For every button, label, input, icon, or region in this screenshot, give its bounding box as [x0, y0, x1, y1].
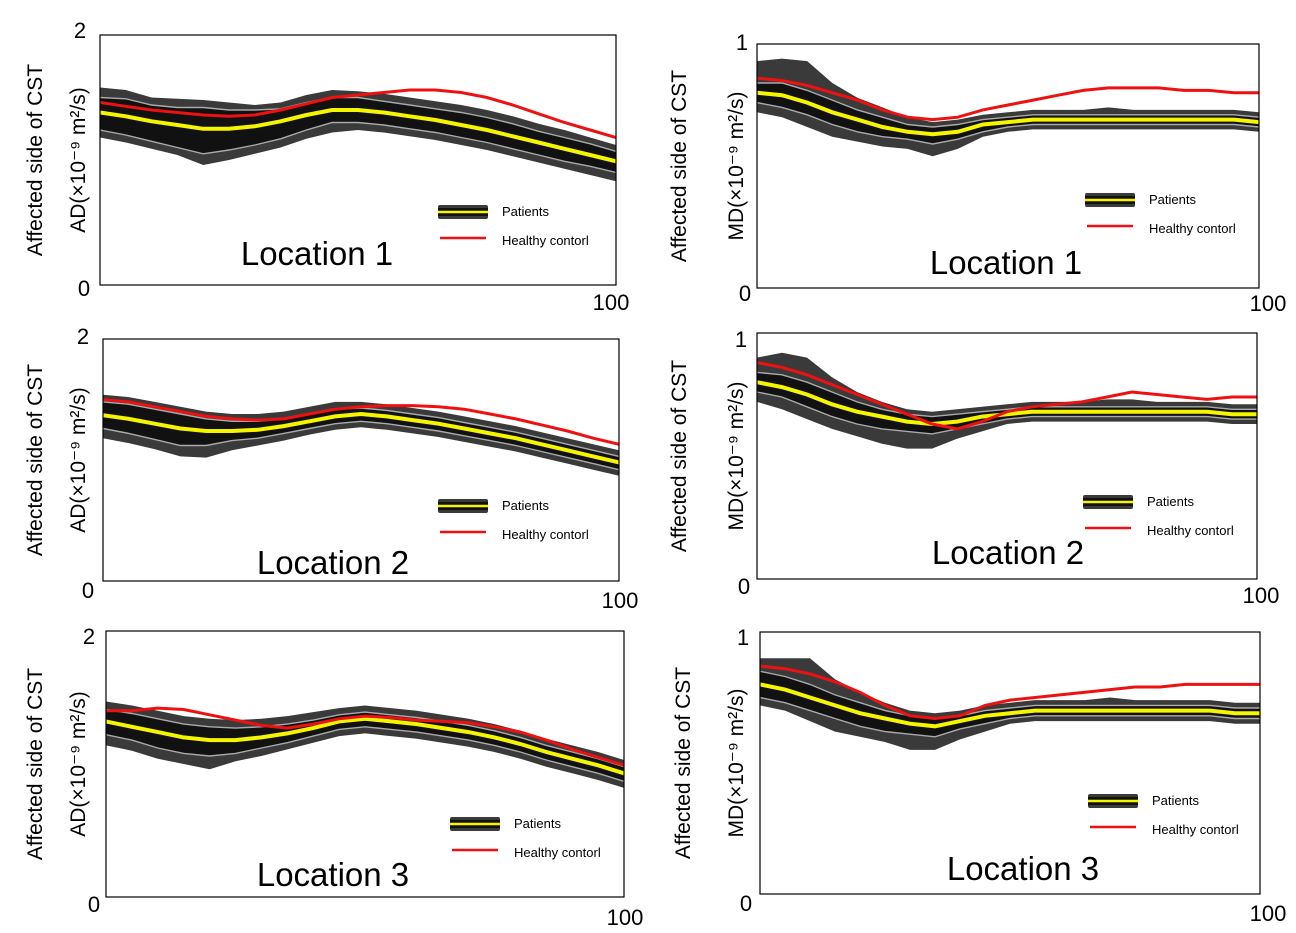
y-tick-label-max: 1 [735, 327, 747, 352]
y-axis-label-outer: Affected side of CST [672, 667, 695, 859]
x-tick-label-100: 100 [1250, 901, 1287, 926]
legend-healthy-label: Healthy contorl [1147, 523, 1234, 538]
plot-area [100, 87, 616, 182]
patients-sd-lower-line [757, 391, 1257, 435]
healthy-control-line [757, 361, 1257, 431]
y-tick-label-max: 2 [74, 18, 86, 43]
patients-sd-upper-line [106, 708, 624, 768]
legend-patients-label: Patients [502, 204, 549, 219]
healthy-control-line [757, 76, 1259, 122]
x-tick-label-0: 0 [740, 891, 752, 916]
legend: Patients Healthy contorl [438, 204, 589, 248]
location-title: Location 2 [932, 534, 1084, 571]
patients-sd-lower-line [103, 420, 619, 471]
location-title: Location 3 [947, 850, 1099, 887]
plot-frame [756, 332, 1258, 580]
chart-ad-location-2: 0 100 2 Affected side of CST AD(×10⁻⁹ m²/s) L… [24, 324, 638, 613]
chart-ad-location-3: 0 100 2 Affected side of CST AD(×10⁻⁹ m²/s) L… [24, 624, 643, 930]
plot-area [106, 701, 624, 788]
location-title: Location 3 [257, 856, 409, 893]
healthy-control-line [760, 664, 1260, 721]
y-tick-label-max: 1 [737, 625, 749, 650]
patients-range-band [103, 394, 619, 476]
chart-md-location-3: 0 100 1 Affected side of CST MD(×10⁻⁹ m²/s) L… [672, 625, 1286, 926]
legend-healthy-label: Healthy contorl [1152, 822, 1239, 837]
y-axis-label-inner: AD(×10⁻⁹ m²/s) [67, 87, 90, 233]
y-axis-label-inner: AD(×10⁻⁹ m²/s) [67, 387, 90, 533]
healthy-control-line [100, 88, 616, 139]
patients-sd-lower-line [757, 101, 1259, 145]
plot-area [757, 352, 1257, 449]
x-tick-label-100: 100 [593, 290, 630, 315]
legend-patients-label: Patients [1149, 192, 1196, 207]
patients-mean-line [760, 682, 1260, 729]
legend-patients-label: Patients [1147, 494, 1194, 509]
healthy-control-line [106, 706, 624, 767]
patients-range-band [106, 701, 624, 788]
legend: Patients Healthy contorl [438, 498, 589, 542]
y-axis-label-inner: AD(×10⁻⁹ m²/s) [67, 691, 90, 837]
legend: Patients Healthy contorl [1085, 192, 1236, 236]
y-axis-label-inner: MD(×10⁻⁹ m²/s) [725, 92, 748, 241]
patients-sd-lower-line [760, 696, 1260, 738]
patients-mean-line [100, 108, 616, 164]
patients-sd-upper-line [760, 670, 1260, 720]
legend-healthy-label: Healthy contorl [1149, 221, 1236, 236]
y-axis-label-outer: Affected side of CST [24, 64, 47, 256]
chart-md-location-2: 0 100 1 Affected side of CST MD(×10⁻⁹ m²/s) L… [668, 327, 1279, 608]
patients-sd-upper-line [757, 82, 1259, 128]
x-tick-label-100: 100 [1243, 583, 1280, 608]
y-axis-label-outer: Affected side of CST [668, 70, 691, 262]
legend-patients-label: Patients [514, 816, 561, 831]
y-tick-label-max: 1 [736, 30, 748, 55]
plot-frame [759, 631, 1261, 895]
legend-healthy-label: Healthy contorl [514, 845, 601, 860]
patients-sd-lower-line [106, 726, 624, 782]
plot-frame [102, 338, 620, 582]
y-axis-label-inner: MD(×10⁻⁹ m²/s) [725, 382, 748, 531]
plot-frame [105, 630, 625, 898]
legend: Patients Healthy contorl [450, 816, 601, 860]
legend: Patients Healthy contorl [1088, 793, 1239, 837]
x-tick-label-0: 0 [88, 892, 100, 917]
y-tick-label-max: 2 [77, 324, 89, 349]
legend-patients-label: Patients [1152, 793, 1199, 808]
plot-frame [99, 34, 617, 286]
plot-frame [756, 43, 1260, 289]
chart-ad-location-1: 0 100 2 Affected side of CST AD(×10⁻⁹ m²/s) L… [24, 18, 629, 315]
y-axis-label-outer: Affected side of CST [24, 364, 47, 556]
x-tick-label-0: 0 [82, 578, 94, 603]
legend: Patients Healthy contorl [1083, 494, 1234, 538]
patients-sd-upper-line [757, 371, 1257, 418]
patients-mean-line [757, 380, 1257, 427]
patients-mean-line [757, 90, 1259, 137]
y-tick-label-max: 2 [83, 624, 95, 649]
patients-mean-line [103, 411, 619, 465]
y-axis-label-outer: Affected side of CST [24, 668, 47, 860]
location-title: Location 1 [241, 235, 393, 272]
x-tick-label-100: 100 [1250, 291, 1287, 316]
patients-sd-lower-line [100, 121, 616, 174]
healthy-control-line [103, 398, 619, 446]
x-tick-label-0: 0 [78, 276, 90, 301]
x-tick-label-100: 100 [607, 905, 644, 930]
plot-area [103, 394, 619, 476]
y-axis-label-inner: MD(×10⁻⁹ m²/s) [725, 689, 748, 838]
plot-area [760, 658, 1260, 750]
x-tick-label-100: 100 [602, 588, 639, 613]
location-title: Location 1 [930, 244, 1082, 281]
patients-sd-upper-line [100, 96, 616, 152]
legend-healthy-label: Healthy contorl [502, 233, 589, 248]
x-tick-label-0: 0 [738, 574, 750, 599]
plot-area [757, 58, 1259, 157]
patients-mean-line [106, 716, 624, 776]
legend-patients-label: Patients [502, 498, 549, 513]
y-axis-label-outer: Affected side of CST [668, 360, 691, 552]
x-tick-label-0: 0 [739, 281, 751, 306]
chart-md-location-1: 0 100 1 Affected side of CST MD(×10⁻⁹ m²/s) L… [668, 30, 1286, 316]
legend-healthy-label: Healthy contorl [502, 527, 589, 542]
location-title: Location 2 [257, 544, 409, 581]
